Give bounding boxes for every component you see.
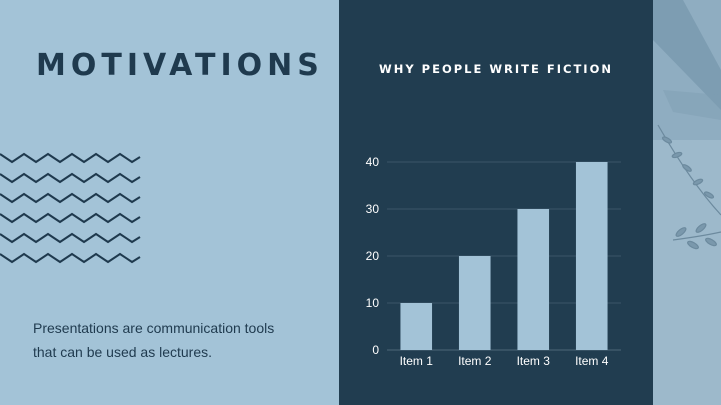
y-tick-label: 40 (366, 155, 380, 169)
left-panel: MOTIVATIONS Presentations are communicat… (0, 0, 339, 405)
x-tick-label: Item 4 (575, 354, 609, 368)
y-tick-label: 20 (366, 249, 380, 263)
bar-chart: 0 10 20 30 40 Item 1 Item 2 Item 3 Item 4 (366, 155, 621, 368)
x-tick-label: Item 3 (517, 354, 551, 368)
x-tick-label: Item 2 (458, 354, 492, 368)
bar (575, 162, 608, 350)
x-tick-label: Item 1 (400, 354, 434, 368)
plant-photo (653, 0, 721, 405)
zigzag-decoration (0, 152, 141, 264)
body-text: Presentations are communication tools th… (33, 320, 275, 360)
slide-title: MOTIVATIONS (36, 48, 324, 83)
chart-title: WHY PEOPLE WRITE FICTION (379, 62, 613, 76)
y-tick-label: 0 (372, 343, 379, 357)
bar (517, 209, 550, 350)
y-tick-label: 10 (366, 296, 380, 310)
bar (458, 256, 491, 350)
chart-panel: WHY PEOPLE WRITE FICTION 0 10 20 30 40 Item 1… (339, 0, 653, 405)
y-tick-label: 30 (366, 202, 380, 216)
photo-panel (653, 0, 721, 405)
bar (400, 303, 433, 350)
